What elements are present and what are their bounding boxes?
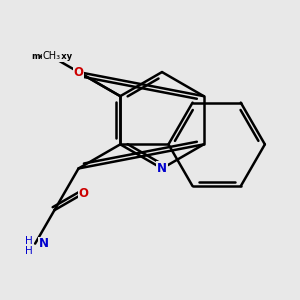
Text: N: N [39, 237, 49, 250]
Text: O: O [79, 187, 88, 200]
Text: methoxy: methoxy [31, 52, 72, 61]
Text: CH₃: CH₃ [42, 51, 60, 62]
Text: O: O [74, 66, 83, 79]
Text: H: H [25, 236, 33, 246]
Text: N: N [157, 162, 167, 175]
Text: H: H [25, 246, 33, 256]
